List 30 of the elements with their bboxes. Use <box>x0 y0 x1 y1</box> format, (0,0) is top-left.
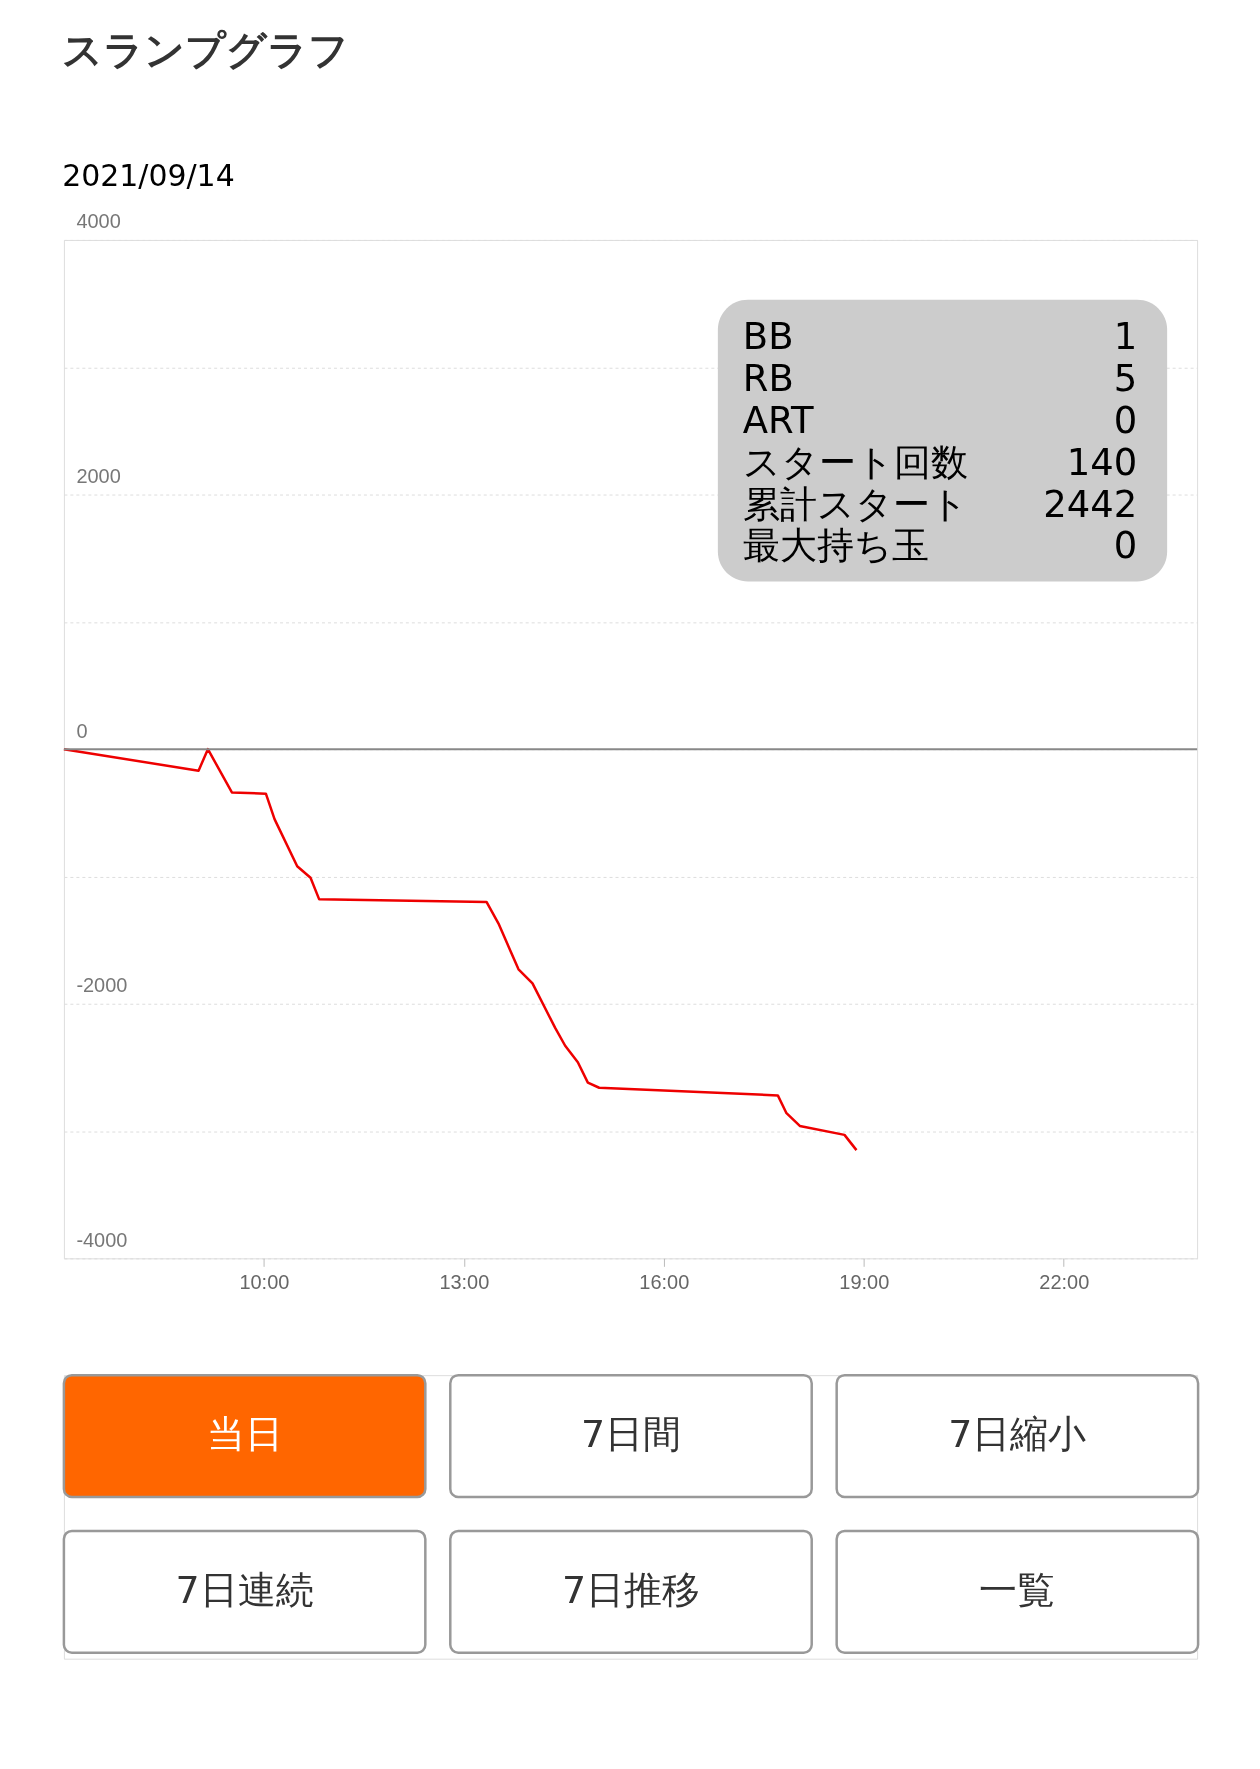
annotation: 0 <box>1113 524 1138 568</box>
chart-subtitle: 2021/09/14 <box>62 157 235 193</box>
x-tick-label: 16:00 <box>639 1270 690 1293</box>
annotation: 5 <box>1113 356 1138 400</box>
text: 7日連続 <box>175 1567 314 1612</box>
y-tick-label: 0 <box>76 719 88 742</box>
annotation: 140 <box>1066 440 1138 484</box>
annotation: 0 <box>1113 398 1138 442</box>
annotation: スタート回数 <box>742 440 968 484</box>
text: 7日間 <box>580 1412 682 1457</box>
y-tick-label: 4000 <box>76 210 121 233</box>
text: 7日推移 <box>561 1567 701 1612</box>
text: 当日 <box>206 1412 283 1457</box>
annotation: 1 <box>1113 314 1138 358</box>
y-tick-label: 2000 <box>76 465 121 488</box>
annotation: 最大持ち玉 <box>742 524 929 568</box>
annotation: 累計スタート <box>742 482 968 526</box>
text: 一覧 <box>979 1567 1056 1612</box>
annotation: RB <box>742 356 794 400</box>
x-tick-label: 19:00 <box>839 1270 890 1293</box>
x-tick-label: 22:00 <box>1039 1270 1090 1293</box>
annotation: ART <box>742 398 815 442</box>
chart-title: スランプグラフ <box>62 26 350 73</box>
text: 7日縮小 <box>948 1412 1087 1457</box>
annotation: BB <box>742 314 794 358</box>
y-tick-label: -4000 <box>76 1228 128 1251</box>
annotation: 2442 <box>1043 482 1138 526</box>
y-tick-label: -2000 <box>76 974 128 997</box>
x-tick-label: 13:00 <box>439 1270 490 1293</box>
x-tick-label: 10:00 <box>239 1270 290 1293</box>
